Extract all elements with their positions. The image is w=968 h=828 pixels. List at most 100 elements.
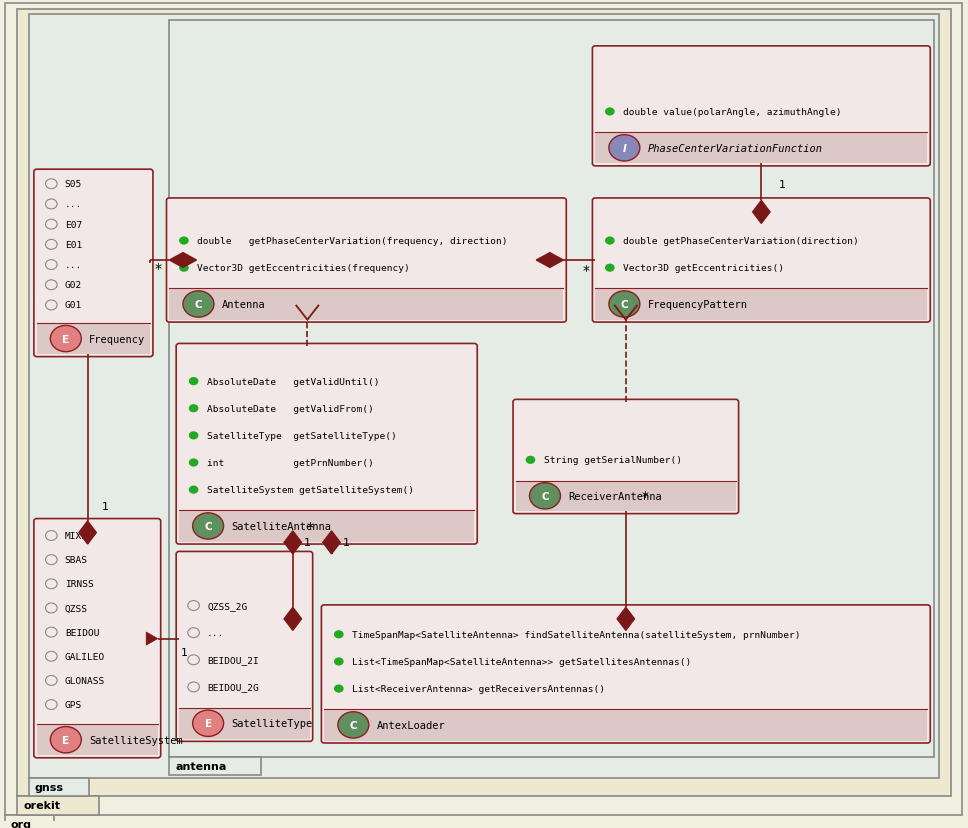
Text: ...: ...: [65, 261, 82, 270]
Text: Frequency: Frequency: [89, 335, 145, 344]
Circle shape: [334, 657, 344, 666]
Text: 1: 1: [304, 537, 311, 547]
Text: ReceiverAntenna: ReceiverAntenna: [568, 491, 662, 501]
Polygon shape: [536, 253, 563, 268]
Text: G01: G01: [65, 301, 82, 310]
Circle shape: [605, 108, 615, 117]
Text: C: C: [195, 300, 202, 310]
Circle shape: [529, 483, 560, 509]
Text: AbsoluteDate   getValidUntil(): AbsoluteDate getValidUntil(): [207, 377, 379, 386]
Circle shape: [189, 378, 198, 386]
Text: GLONASS: GLONASS: [65, 676, 106, 685]
Text: BEIDOU_2I: BEIDOU_2I: [207, 656, 258, 665]
Polygon shape: [169, 253, 197, 268]
Text: MIXED: MIXED: [65, 532, 94, 541]
Bar: [179, 511, 474, 542]
Text: Vector3D getEccentricities(frequency): Vector3D getEccentricities(frequency): [197, 264, 410, 273]
Text: 1: 1: [180, 647, 188, 657]
Text: double value(polarAngle, azimuthAngle): double value(polarAngle, azimuthAngle): [623, 108, 842, 117]
Text: SatelliteType: SatelliteType: [231, 719, 313, 729]
Text: antenna: antenna: [175, 761, 227, 771]
Text: 1: 1: [343, 537, 349, 547]
Text: QZSS_2G: QZSS_2G: [207, 601, 248, 610]
Circle shape: [338, 712, 369, 739]
Text: AntexLoader: AntexLoader: [377, 720, 445, 730]
Text: G02: G02: [65, 281, 82, 290]
Circle shape: [193, 513, 224, 540]
FancyBboxPatch shape: [34, 170, 153, 357]
Circle shape: [179, 237, 189, 245]
Polygon shape: [753, 201, 771, 224]
Text: ...: ...: [207, 628, 225, 638]
Text: GPS: GPS: [65, 700, 82, 710]
Bar: [324, 710, 927, 740]
Text: int            getPrnNumber(): int getPrnNumber(): [207, 459, 374, 468]
Text: *: *: [582, 263, 590, 277]
Circle shape: [179, 264, 189, 272]
Text: SatelliteSystem: SatelliteSystem: [89, 734, 183, 745]
FancyBboxPatch shape: [176, 344, 477, 544]
Text: BEIDOU: BEIDOU: [65, 628, 100, 637]
Text: *: *: [642, 490, 649, 503]
Bar: [37, 324, 150, 354]
Circle shape: [609, 291, 640, 318]
Bar: [595, 133, 927, 164]
Text: GALILEO: GALILEO: [65, 652, 106, 661]
Circle shape: [609, 136, 640, 161]
Polygon shape: [146, 633, 158, 645]
Bar: [169, 289, 563, 320]
Text: double   getPhaseCenterVariation(frequency, direction): double getPhaseCenterVariation(frequency…: [197, 237, 508, 246]
Text: *: *: [154, 262, 162, 276]
Text: C: C: [620, 300, 628, 310]
FancyBboxPatch shape: [176, 551, 313, 741]
Bar: [169, 757, 261, 775]
Polygon shape: [285, 608, 302, 631]
Text: E01: E01: [65, 241, 82, 249]
Bar: [595, 289, 927, 320]
Text: PhaseCenterVariationFunction: PhaseCenterVariationFunction: [648, 143, 823, 154]
FancyBboxPatch shape: [592, 47, 930, 166]
Polygon shape: [618, 608, 635, 631]
Text: ...: ...: [65, 200, 82, 209]
Text: AbsoluteDate   getValidFrom(): AbsoluteDate getValidFrom(): [207, 404, 374, 413]
Text: QZSS: QZSS: [65, 604, 88, 613]
Text: SatelliteType  getSatelliteType(): SatelliteType getSatelliteType(): [207, 431, 397, 440]
Circle shape: [605, 264, 615, 272]
Circle shape: [189, 486, 198, 494]
Text: BEIDOU_2G: BEIDOU_2G: [207, 682, 258, 691]
FancyBboxPatch shape: [513, 400, 739, 514]
Text: E: E: [62, 734, 70, 745]
Text: 1: 1: [102, 502, 108, 512]
FancyBboxPatch shape: [321, 605, 930, 743]
Text: SatelliteAntenna: SatelliteAntenna: [231, 522, 331, 532]
Text: E07: E07: [65, 220, 82, 229]
Bar: [169, 21, 934, 757]
Circle shape: [605, 237, 615, 245]
Text: E: E: [204, 719, 212, 729]
Polygon shape: [323, 532, 341, 554]
FancyBboxPatch shape: [592, 199, 930, 323]
Text: List<TimeSpanMap<SatelliteAntenna>> getSatellitesAntennas(): List<TimeSpanMap<SatelliteAntenna>> getS…: [352, 657, 691, 667]
Text: List<ReceiverAntenna> getReceiversAntennas(): List<ReceiverAntenna> getReceiversAntenn…: [352, 684, 605, 693]
Text: Antenna: Antenna: [222, 300, 265, 310]
FancyBboxPatch shape: [166, 199, 566, 323]
Circle shape: [183, 291, 214, 318]
Text: TimeSpanMap<SatelliteAntenna> findSatelliteAntenna(satelliteSystem, prnNumber): TimeSpanMap<SatelliteAntenna> findSatell…: [352, 630, 801, 639]
Text: Vector3D getEccentricities(): Vector3D getEccentricities(): [623, 264, 784, 273]
Text: C: C: [204, 522, 212, 532]
Bar: [37, 724, 158, 755]
Circle shape: [189, 431, 198, 440]
Text: I: I: [622, 143, 626, 154]
Circle shape: [526, 456, 535, 465]
Bar: [516, 481, 736, 512]
Text: SBAS: SBAS: [65, 556, 88, 565]
Text: String getSerialNumber(): String getSerialNumber(): [544, 455, 682, 465]
Circle shape: [50, 326, 81, 352]
Bar: [179, 708, 310, 739]
Bar: [5, 815, 54, 828]
Circle shape: [334, 685, 344, 693]
Circle shape: [50, 727, 81, 753]
Bar: [29, 777, 89, 796]
Text: C: C: [349, 720, 357, 730]
Text: gnss: gnss: [35, 782, 64, 792]
